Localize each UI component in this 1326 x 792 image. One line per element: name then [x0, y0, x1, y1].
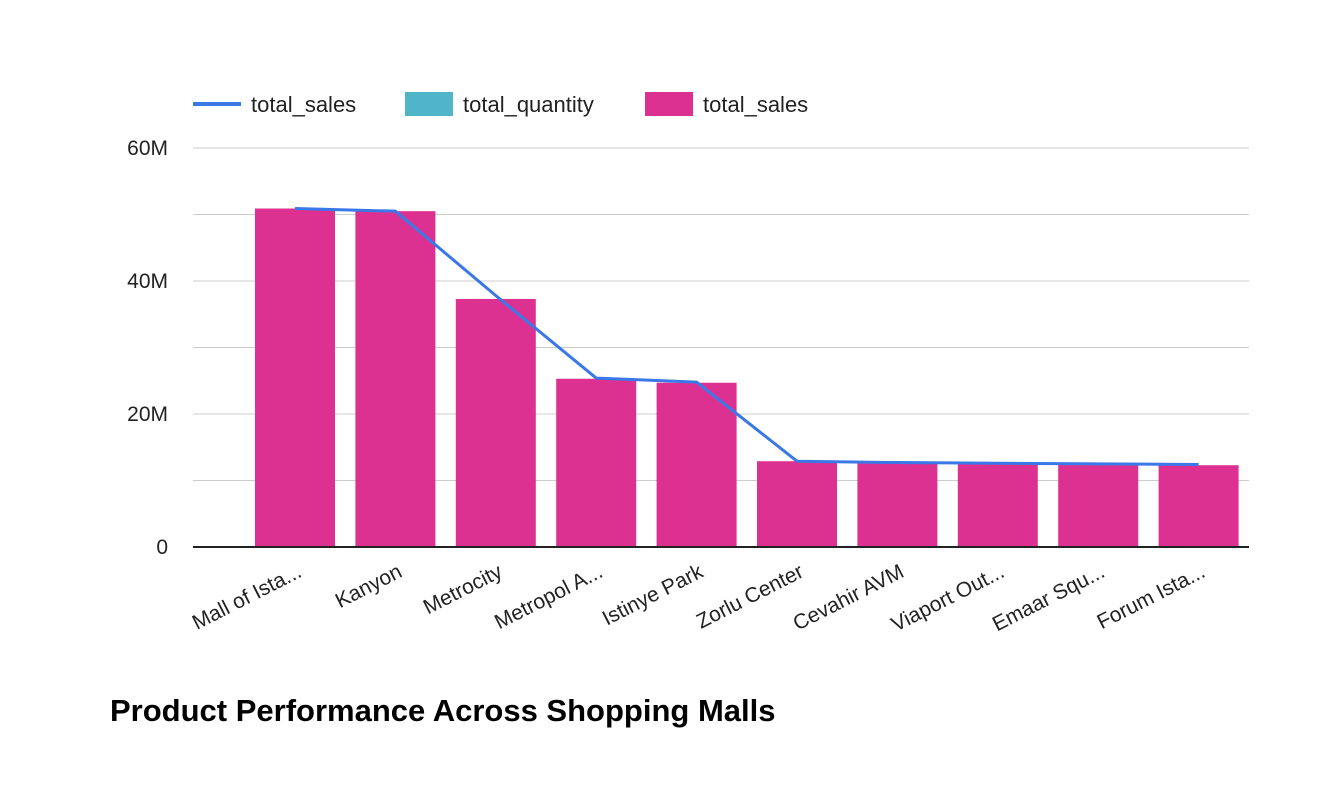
y-tick-label: 20M [127, 403, 168, 426]
legend-label: total_quantity [463, 92, 594, 117]
y-tick-label: 60M [127, 137, 168, 160]
legend: total_sales total_quantity total_sales [193, 92, 808, 117]
bar-total_sales [355, 211, 436, 548]
x-tick-label: Viaport Out... [888, 560, 1008, 636]
y-tick-label: 0 [156, 536, 168, 559]
x-tick-label: Emaar Squ... [989, 560, 1109, 636]
bars [255, 208, 1239, 548]
legend-swatch-box [405, 92, 453, 116]
line-series [294, 207, 1199, 467]
y-axis-ticks: 0 20M 40M 60M [127, 137, 168, 559]
x-tick-label: Mall of Ista... [189, 560, 306, 635]
bar-total_sales [857, 462, 938, 547]
bar-total_sales [757, 461, 837, 547]
x-tick-label: Cevahir AVM [789, 560, 907, 635]
bar-total_sales [255, 208, 335, 547]
bar-total_sales [556, 378, 637, 547]
bar-total_sales [957, 463, 1038, 547]
chart-title: Product Performance Across Shopping Mall… [110, 693, 776, 728]
x-tick-label: Metropol A... [491, 560, 606, 634]
legend-label: total_sales [703, 92, 808, 117]
bar-total_sales [1158, 465, 1239, 547]
x-tick-label: Kanyon [332, 560, 406, 613]
bar-total_sales [656, 382, 737, 547]
bar-total_sales [1058, 463, 1139, 547]
x-tick-label: Metrocity [420, 560, 507, 619]
x-tick-label: Forum Ista... [1093, 560, 1208, 634]
line-total_sales [294, 207, 1199, 467]
legend-swatch-box [645, 92, 693, 116]
x-tick-label: Istinye Park [599, 560, 708, 631]
bar-total_sales [455, 298, 536, 547]
x-tick-label: Zorlu Center [693, 560, 807, 633]
y-tick-label: 40M [127, 270, 168, 293]
legend-label: total_sales [251, 92, 356, 117]
